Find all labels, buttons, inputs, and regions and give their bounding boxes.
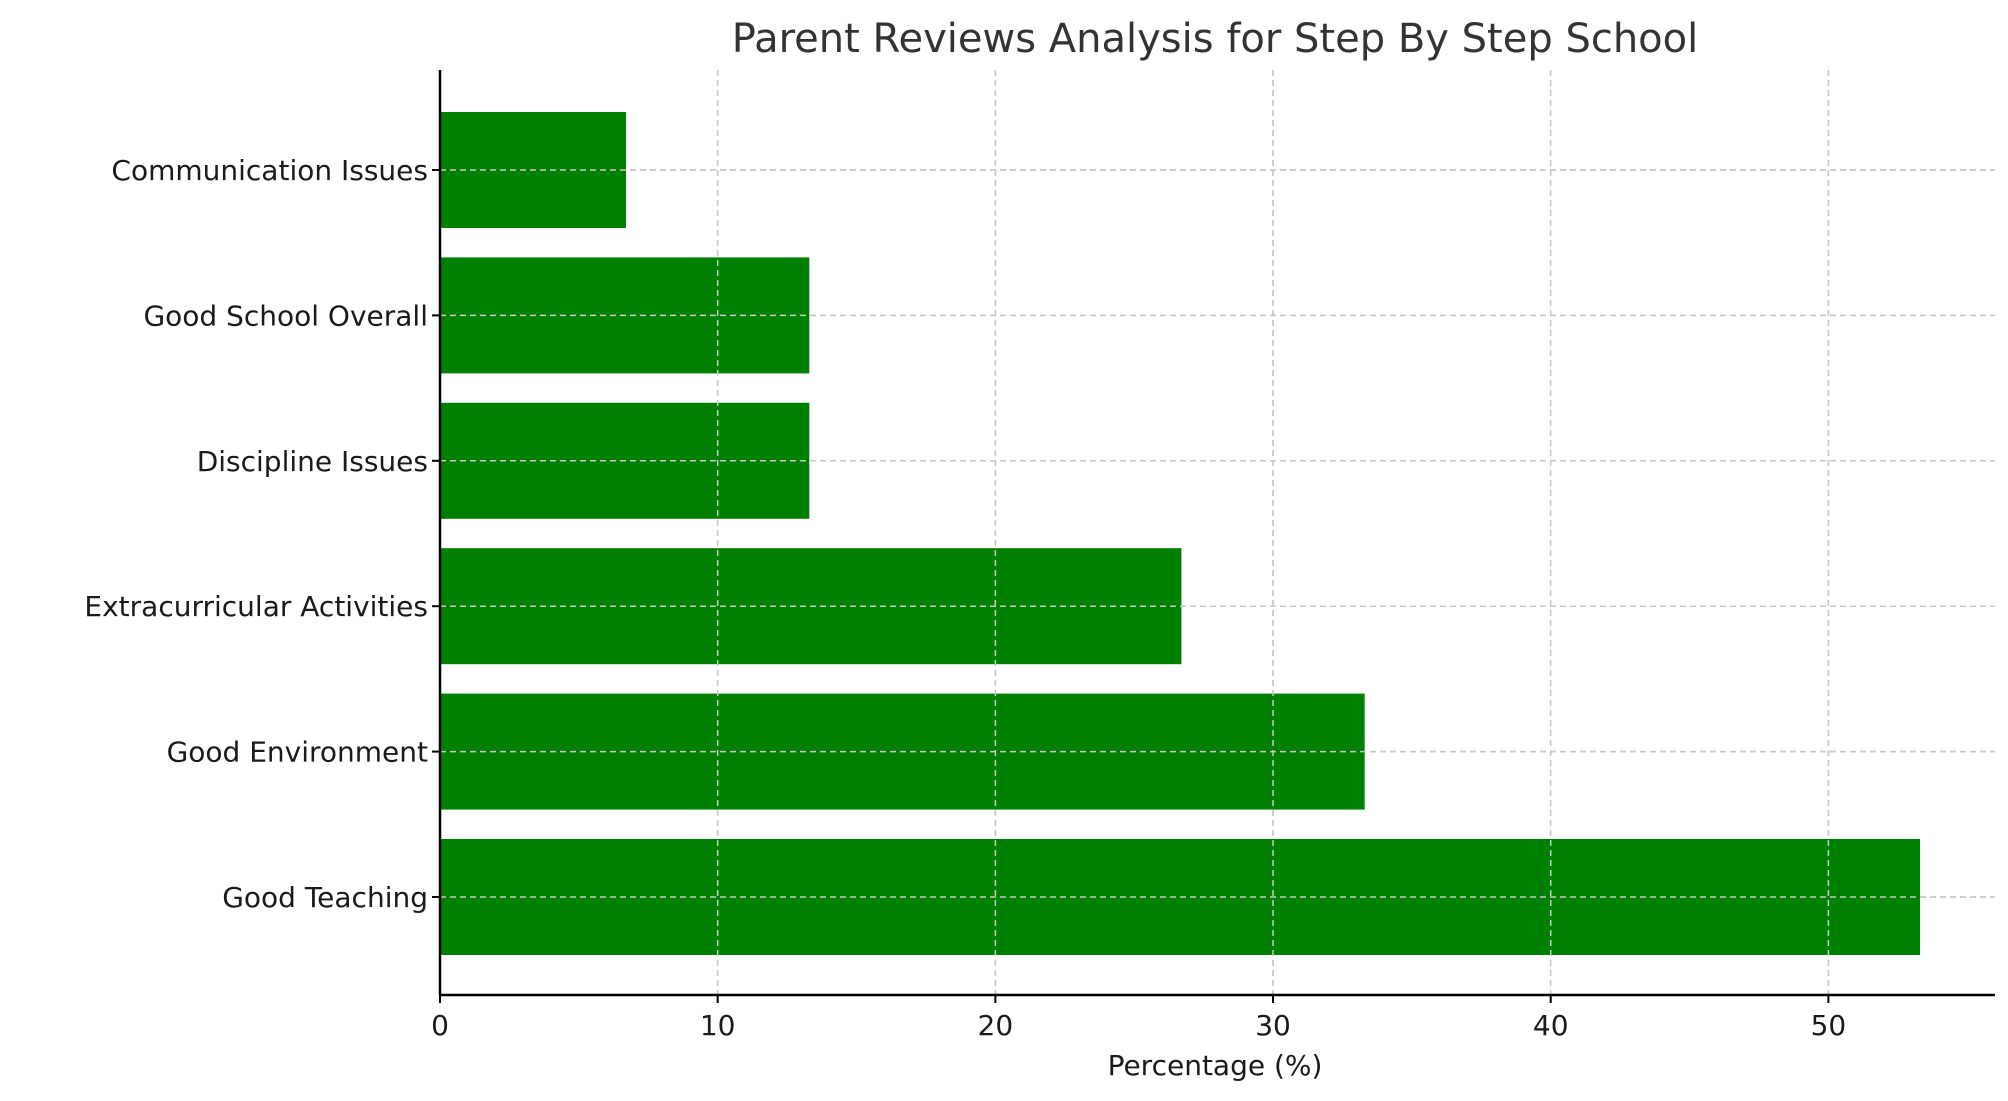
- x-tick-label: 10: [700, 1009, 736, 1042]
- x-axis-ticks: 0 10 20 30 40 50: [431, 995, 1846, 1042]
- x-tick-label: 50: [1811, 1009, 1847, 1042]
- x-tick-label: 0: [431, 1009, 449, 1042]
- y-axis-ticks: Good Teaching Good Environment Extracurric…: [84, 154, 440, 914]
- y-tick-label: Good Teaching: [222, 881, 428, 914]
- x-tick-label: 40: [1533, 1009, 1569, 1042]
- x-tick-label: 20: [978, 1009, 1014, 1042]
- x-tick-label: 30: [1255, 1009, 1291, 1042]
- chart-title: Parent Reviews Analysis for Step By Step…: [732, 16, 1698, 62]
- y-tick-label: Communication Issues: [111, 154, 428, 187]
- x-axis-label: Percentage (%): [1108, 1049, 1323, 1082]
- y-tick-label: Good School Overall: [143, 299, 428, 332]
- bars: [439, 70, 1995, 995]
- y-tick-label: Extracurricular Activities: [84, 590, 428, 623]
- y-tick-label: Discipline Issues: [197, 445, 428, 478]
- y-tick-label: Good Environment: [167, 736, 428, 769]
